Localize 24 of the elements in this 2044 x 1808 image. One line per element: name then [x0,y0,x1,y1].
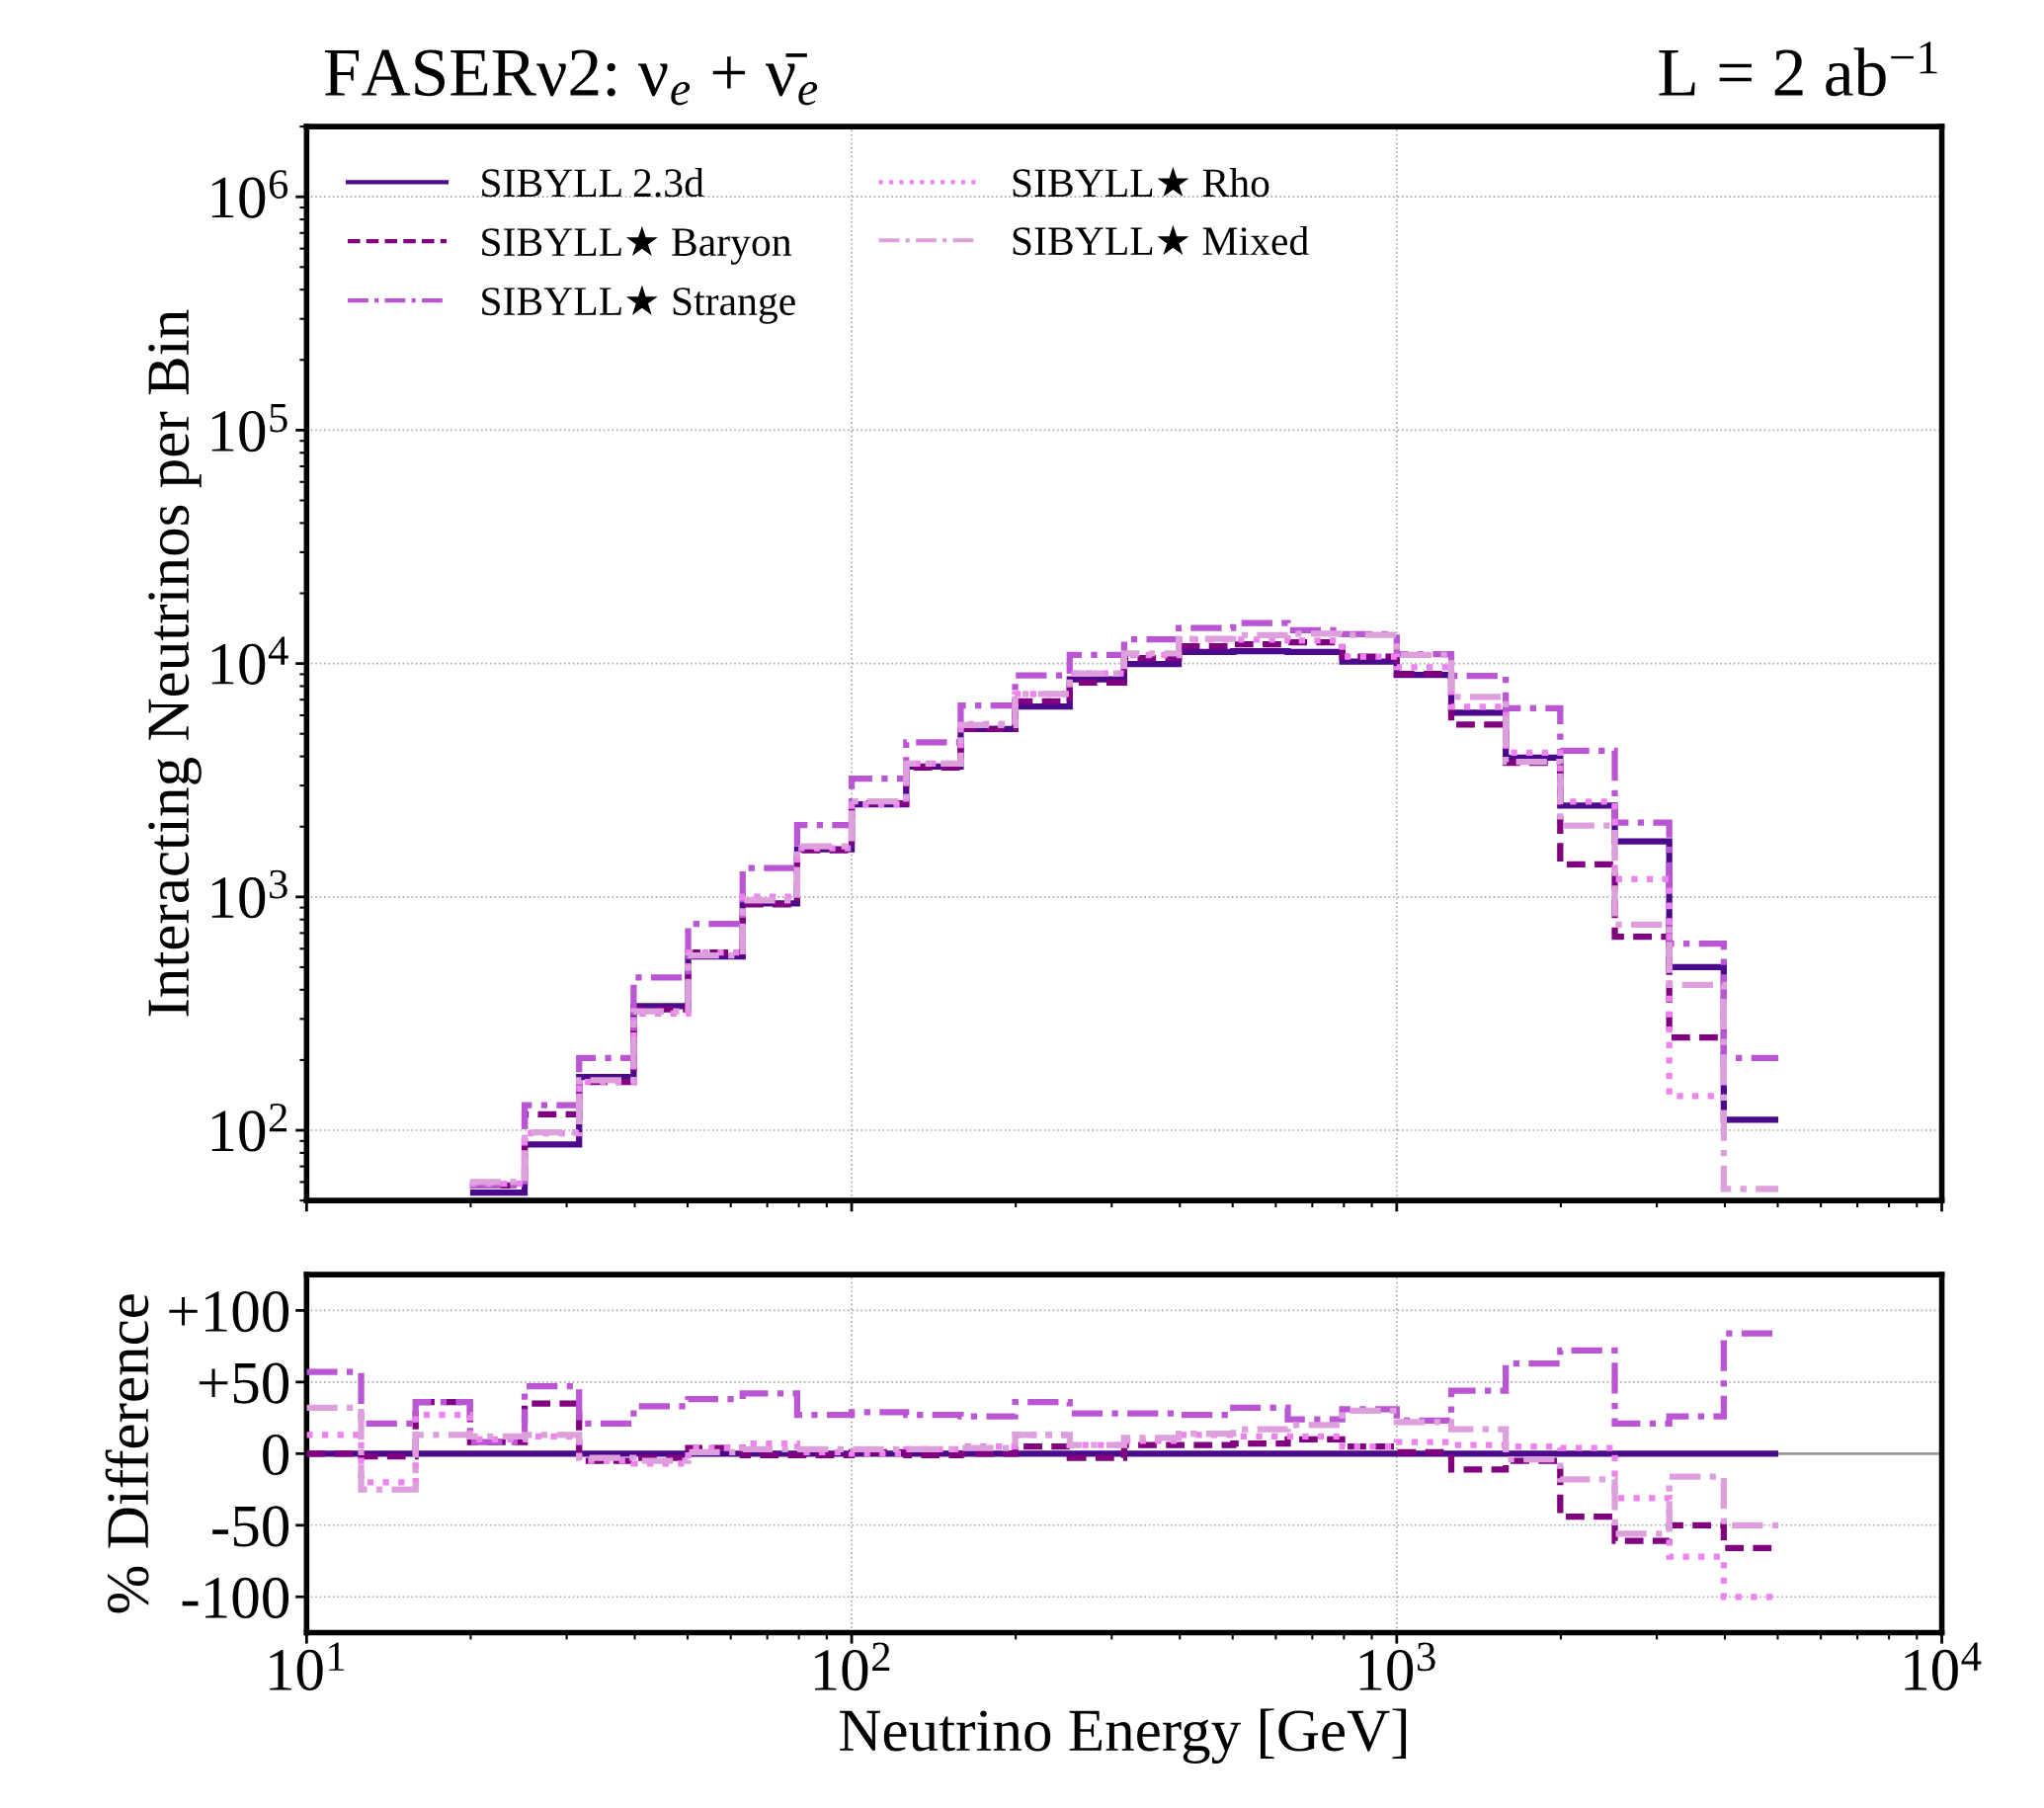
chart-title: FASERν2: ν$_{e}$ + ν̄$_{e}$ [324,49,818,106]
x-tick-label: 10$^{1}$ [270,1642,345,1691]
y-tick-label: 10$^{3}$ [211,869,287,919]
legend-label: SIBYLL★ Baryon [482,225,791,265]
y-tick-label: 10$^{5}$ [211,403,287,452]
legend-label: SIBYLL★ Strange [482,285,795,324]
y-axis-title: Interacting Neutrinos per Bin [148,309,202,1017]
legend-label: SIBYLL★ Mixed [1013,224,1309,256]
legend-label: SIBYLL 2.3d [482,168,704,198]
y-tick-label: 10$^{6}$ [211,170,288,218]
x-tick-label: 10$^{4}$ [1905,1642,1982,1690]
y-tick-label: +100 [169,1290,289,1333]
y-axis-title: % Difference [105,1294,149,1613]
x-tick-label: 10$^{2}$ [814,1642,890,1691]
y-tick-label: -50 [212,1506,289,1547]
y-tick-label: -100 [182,1577,289,1619]
y-tick-label: 0 [263,1434,289,1476]
y-tick-label: 10$^{2}$ [211,1103,287,1152]
legend-label: SIBYLL★ Rho [1013,166,1269,198]
x-axis-title: Neutrino Energy [GeV] [840,1708,1407,1765]
y-tick-label: 10$^{4}$ [211,636,288,685]
x-tick-label: 10$^{3}$ [1359,1642,1435,1691]
y-tick-label: +50 [199,1362,289,1404]
text: L = 2 ab$^{−1}$ [1659,41,1937,97]
